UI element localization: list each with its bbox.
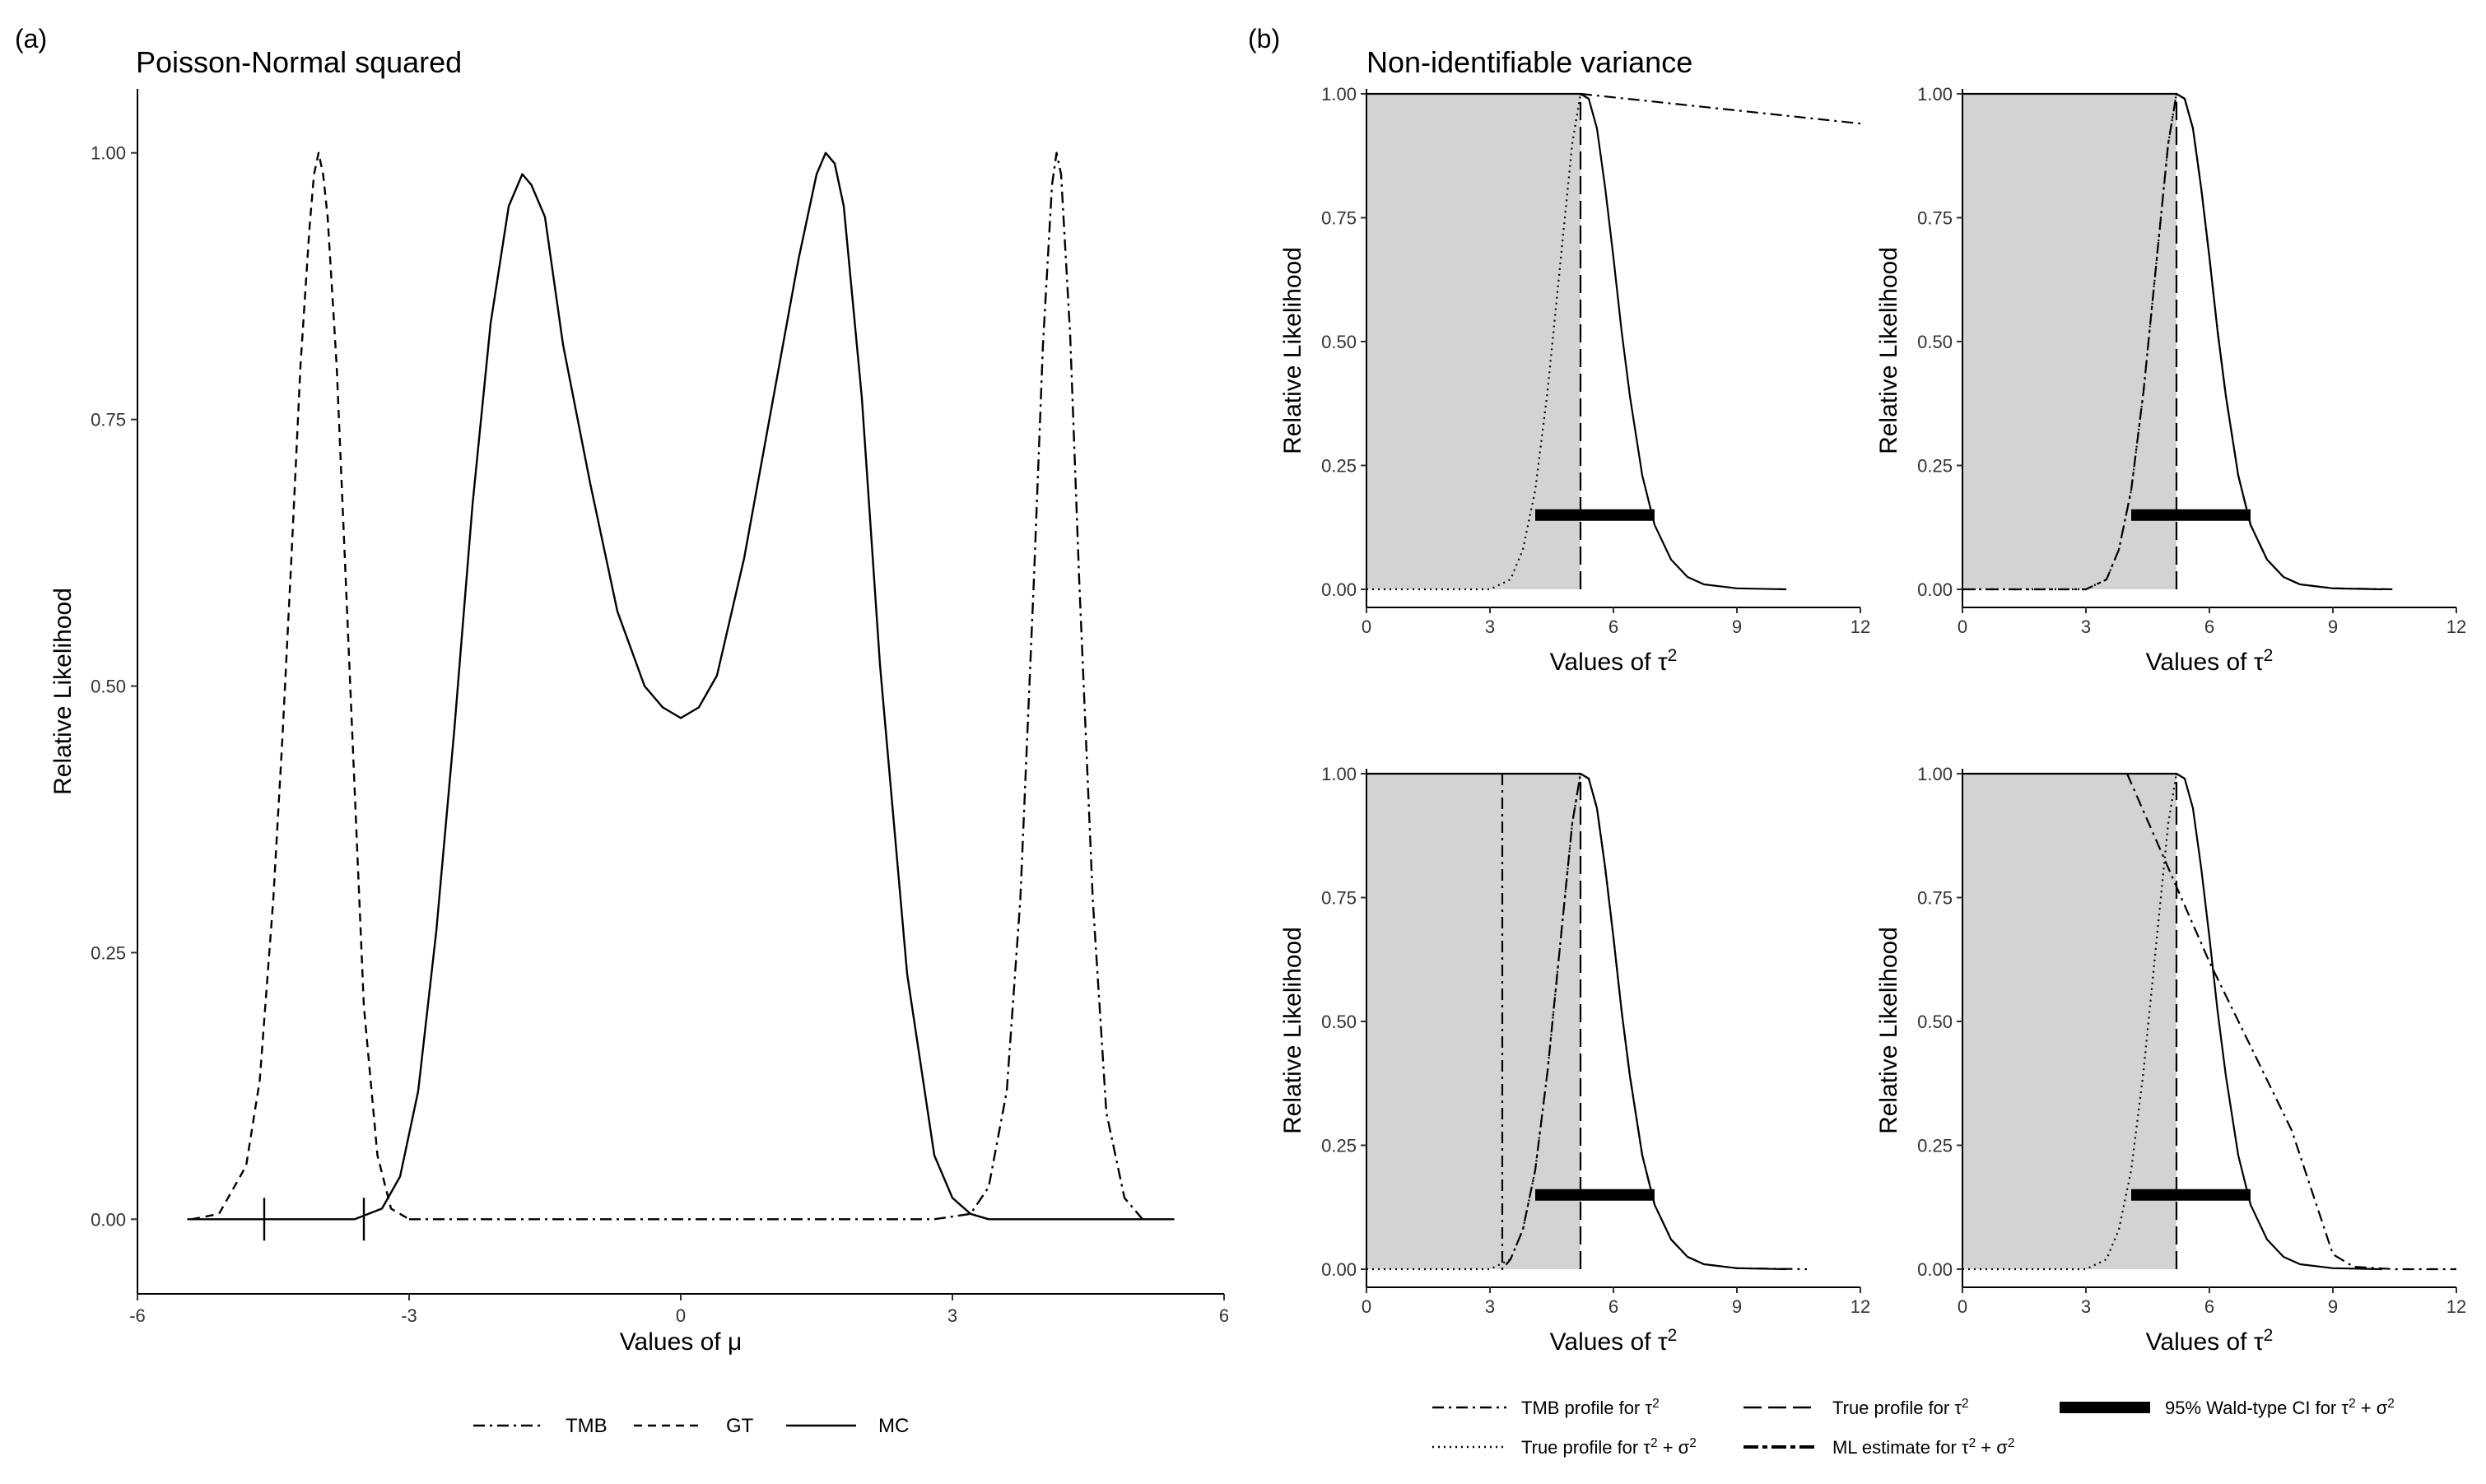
- y-tick-label: 1.00: [1917, 84, 1953, 105]
- series-true-profile-for-line: [1366, 772, 1787, 1271]
- x-tick-label: 12: [2446, 616, 2466, 637]
- legend-label-true-profile-for: True profile for τ2: [1832, 1397, 1969, 1419]
- panel-a-legend: TMB GT MC: [473, 1415, 909, 1437]
- panel-b4-plot: 0.00 0.25 0.50 0.75 1.00 0 3 6 9 12 Values of τ2 Re…: [1875, 764, 2466, 1356]
- x-tick-label: 9: [2328, 1296, 2338, 1317]
- x-tick-label: 6: [1219, 1305, 1229, 1326]
- y-tick-label: 0.50: [91, 677, 126, 697]
- y-axis-title: Relative Likelihood: [49, 588, 77, 795]
- y-tick-label: 0.25: [1917, 456, 1953, 477]
- y-tick-label: 0.50: [1917, 1012, 1953, 1032]
- shaded-region: [1366, 774, 1581, 1269]
- y-tick-label: 0.25: [91, 942, 126, 963]
- x-tick-label: 3: [1485, 1296, 1495, 1317]
- y-tick-label: 1.00: [1321, 764, 1357, 784]
- y-tick-label: 0.50: [1321, 332, 1357, 352]
- y-tick-label: 0.00: [1321, 1259, 1357, 1280]
- x-axis-title: Values of τ2: [2146, 646, 2274, 677]
- y-tick-label: 1.00: [91, 143, 126, 164]
- y-tick-label: 1.00: [1321, 84, 1357, 105]
- legend-label-true-profile-for: True profile for τ2 + σ2: [1521, 1436, 1697, 1458]
- panel-b3-plot: 0.00 0.25 0.50 0.75 1.00 0 3 6 9 12 Values of τ2 Re…: [1279, 764, 1870, 1356]
- y-tick-label: 0.25: [1321, 1136, 1357, 1156]
- x-tick-label: -6: [129, 1305, 146, 1326]
- legend-label-tmb: TMB: [566, 1415, 608, 1437]
- panel-b-legend: TMB profile for τ2 True profile for τ2 95%…: [1432, 1397, 2395, 1458]
- legend-label-gt: GT: [726, 1415, 754, 1437]
- x-tick-label: 0: [1362, 1296, 1371, 1317]
- x-tick-label: 9: [1732, 616, 1742, 637]
- x-tick-label: 3: [2081, 616, 2091, 637]
- x-tick-label: 12: [1851, 616, 1870, 637]
- x-axis-title: Values of μ: [620, 1328, 742, 1356]
- x-tick-label: 12: [1851, 1296, 1870, 1317]
- legend-label-tmb-profile-for: TMB profile for τ2: [1521, 1397, 1660, 1419]
- y-tick-label: 0.50: [1321, 1012, 1357, 1032]
- y-axis-title: Relative Likelihood: [1875, 247, 1902, 454]
- y-tick-label: 1.00: [1917, 764, 1953, 784]
- y-tick-label: 0.25: [1321, 456, 1357, 477]
- series-mc-line: [187, 151, 1175, 1221]
- series-tmb-line: [409, 151, 1143, 1221]
- x-tick-label: 6: [2204, 616, 2214, 637]
- x-tick-label: -3: [401, 1305, 417, 1326]
- panel-a-plot: 0.00 0.25 0.50 0.75 1.00 -6 -3 0 3 6 Values of μ Re…: [49, 89, 1229, 1356]
- x-tick-label: 0: [1362, 616, 1371, 637]
- y-tick-label: 0.00: [1917, 579, 1953, 600]
- x-tick-label: 0: [1958, 1296, 1967, 1317]
- x-tick-label: 12: [2446, 1296, 2466, 1317]
- y-tick-label: 0.75: [1917, 888, 1953, 909]
- x-tick-label: 3: [2081, 1296, 2091, 1317]
- y-tick-label: 0.50: [1917, 332, 1953, 352]
- x-tick-label: 9: [1732, 1296, 1742, 1317]
- y-tick-label: 0.75: [1917, 208, 1953, 229]
- panel-b-title: Non-identifiable variance: [1366, 45, 1692, 79]
- y-axis-title: Relative Likelihood: [1279, 247, 1306, 454]
- series-true-profile-for-line: [1962, 92, 2383, 591]
- x-tick-label: 3: [947, 1305, 957, 1326]
- panel-b2-plot: 0.00 0.25 0.50 0.75 1.00 0 3 6 9 12 Values of τ2 Re…: [1875, 84, 2466, 676]
- shaded-region: [1962, 94, 2176, 589]
- x-tick-label: 3: [1485, 616, 1495, 637]
- legend-label-95-wald-type-ci-for: 95% Wald-type CI for τ2 + σ2: [2165, 1397, 2395, 1419]
- y-axis-title: Relative Likelihood: [1875, 927, 1902, 1134]
- x-tick-label: 6: [1608, 1296, 1618, 1317]
- panel-a-tag: (a): [15, 24, 47, 53]
- panel-b-tag: (b): [1248, 24, 1280, 53]
- shaded-region: [1366, 94, 1581, 589]
- y-tick-label: 0.00: [1321, 579, 1357, 600]
- x-tick-label: 0: [1958, 616, 1967, 637]
- y-tick-label: 0.75: [1321, 208, 1357, 229]
- legend-label-ml-estimate-for: ML estimate for τ2 + σ2: [1832, 1436, 2014, 1458]
- panel-b1-plot: 0.00 0.25 0.50 0.75 1.00 0 3 6 9 12 Values of τ2 Re…: [1279, 84, 1870, 676]
- series-gt-line: [191, 151, 410, 1221]
- x-tick-label: 6: [2204, 1296, 2214, 1317]
- series-true-profile-for-line: [1366, 92, 1787, 591]
- x-tick-label: 6: [1608, 616, 1618, 637]
- y-axis-title: Relative Likelihood: [1279, 927, 1306, 1134]
- legend-label-mc: MC: [878, 1415, 909, 1437]
- x-tick-label: 0: [676, 1305, 686, 1326]
- y-tick-label: 0.75: [1321, 888, 1357, 909]
- x-tick-label: 9: [2328, 616, 2338, 637]
- x-axis-title: Values of τ2: [2146, 1326, 2274, 1356]
- y-tick-label: 0.25: [1917, 1136, 1953, 1156]
- y-tick-label: 0.75: [91, 410, 126, 430]
- series-true-profile-for-line: [1962, 772, 2383, 1271]
- y-tick-label: 0.00: [1917, 1259, 1953, 1280]
- panel-a-title: Poisson-Normal squared: [136, 45, 462, 79]
- y-tick-label: 0.00: [91, 1209, 126, 1230]
- x-axis-title: Values of τ2: [1550, 1326, 1678, 1356]
- shaded-region: [1962, 774, 2176, 1269]
- x-axis-title: Values of τ2: [1550, 646, 1678, 677]
